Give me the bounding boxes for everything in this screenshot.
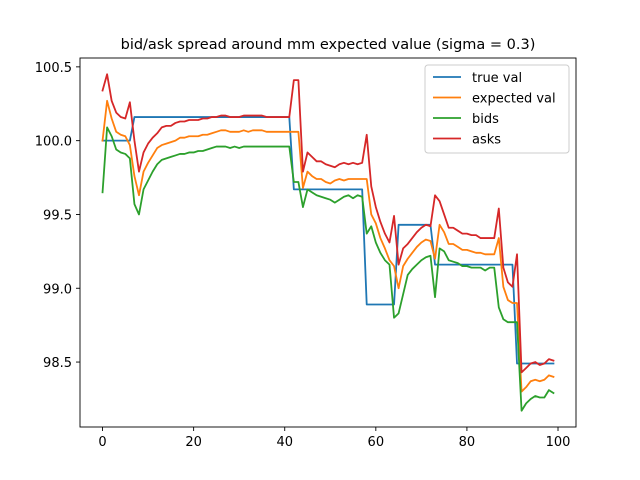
y-tick-label: 99.5 [43, 208, 72, 223]
series-line-true-val [101, 116, 555, 365]
legend-label: true val [472, 71, 522, 86]
legend-label: bids [472, 112, 499, 127]
y-axis: 98.5 99.0 99.5 100.0 100.5 [35, 61, 80, 371]
series-line-asks [101, 73, 555, 374]
x-tick-label: 40 [276, 435, 293, 450]
y-tick-label: 100.5 [35, 61, 72, 76]
legend: true val expected val bids asks [424, 64, 570, 154]
series-layer [101, 73, 555, 412]
series-line-expected-val [101, 99, 555, 393]
y-tick-label: 100.0 [35, 135, 72, 150]
x-tick-label: 20 [185, 435, 202, 450]
x-tick-label: 100 [546, 435, 571, 450]
y-tick-label: 98.5 [43, 356, 72, 371]
y-tick-label: 99.0 [43, 282, 72, 297]
legend-box [424, 64, 570, 154]
x-axis: 0 20 40 60 80 100 [98, 427, 570, 450]
x-tick-label: 80 [459, 435, 476, 450]
legend-label: expected val [472, 92, 556, 107]
series-line-bids [101, 126, 555, 412]
chart-title: bid/ask spread around mm expected value … [121, 37, 536, 53]
plot-frame [79, 57, 577, 428]
x-tick-label: 60 [368, 435, 385, 450]
legend-label: asks [472, 133, 501, 148]
x-tick-label: 0 [98, 435, 106, 450]
